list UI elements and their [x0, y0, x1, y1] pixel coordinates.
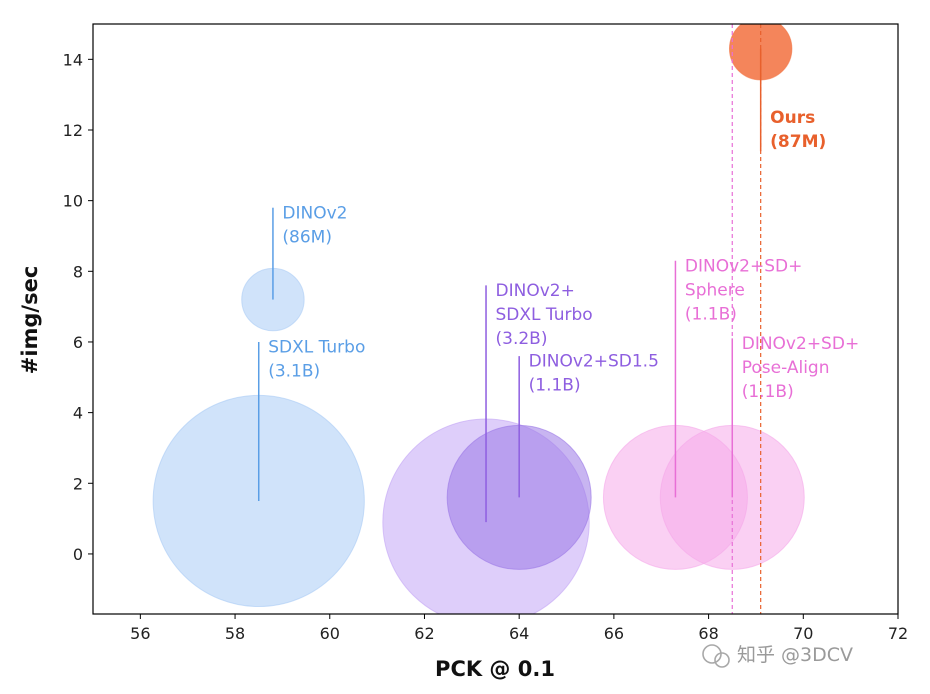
- y-tick-label: 0: [73, 545, 83, 564]
- point-label: SDXL Turbo: [268, 338, 365, 358]
- point-label: SDXL Turbo: [496, 305, 593, 325]
- x-tick-label: 60: [320, 624, 340, 643]
- watermark-text: 知乎 @3DCV: [737, 644, 853, 666]
- y-tick-label: 2: [73, 474, 83, 493]
- watermark: 知乎 @3DCV: [702, 644, 853, 668]
- y-tick-label: 14: [63, 50, 83, 69]
- y-axis-label: #img/sec: [18, 266, 42, 375]
- point-label: Pose-Align: [742, 358, 830, 378]
- point-label: (86M): [282, 227, 332, 247]
- x-axis-label: PCK @ 0.1: [435, 657, 555, 681]
- point-label: DINOv2: [282, 203, 347, 223]
- y-tick-label: 8: [73, 262, 83, 281]
- x-tick-label: 58: [225, 624, 245, 643]
- point-label: DINOv2+SD+: [685, 256, 802, 276]
- point-label: DINOv2+SD1.5: [529, 352, 659, 372]
- wechat-icon-secondary: [714, 652, 730, 668]
- plot-frame: [92, 23, 899, 615]
- point-label: Sphere: [685, 280, 745, 300]
- x-tick-label: 72: [888, 624, 908, 643]
- point-label: DINOv2+SD+: [742, 334, 859, 354]
- y-tick-label: 10: [63, 192, 83, 211]
- x-tick-label: 64: [509, 624, 529, 643]
- wechat-icon: [702, 644, 722, 664]
- x-tick-label: 70: [793, 624, 813, 643]
- y-tick-label: 4: [73, 404, 83, 423]
- point-label: DINOv2+: [496, 281, 575, 301]
- x-tick-label: 62: [414, 624, 434, 643]
- x-tick-label: 68: [698, 624, 718, 643]
- y-tick-label: 6: [73, 333, 83, 352]
- y-tick-label: 12: [63, 121, 83, 140]
- point-label: Ours: [770, 108, 815, 128]
- point-label: (3.1B): [268, 362, 320, 382]
- point-label: (3.2B): [496, 329, 548, 349]
- point-label: (87M): [770, 132, 826, 152]
- point-label: (1.1B): [742, 382, 794, 402]
- x-tick-label: 56: [130, 624, 150, 643]
- annotation-layer: SDXL Turbo (3.1B) DINOv2 (86M) DINOv2+ SDXL T…: [257, 24, 859, 614]
- point-label: (1.1B): [685, 304, 737, 324]
- point-label: (1.1B): [529, 376, 581, 396]
- x-tick-label: 66: [604, 624, 624, 643]
